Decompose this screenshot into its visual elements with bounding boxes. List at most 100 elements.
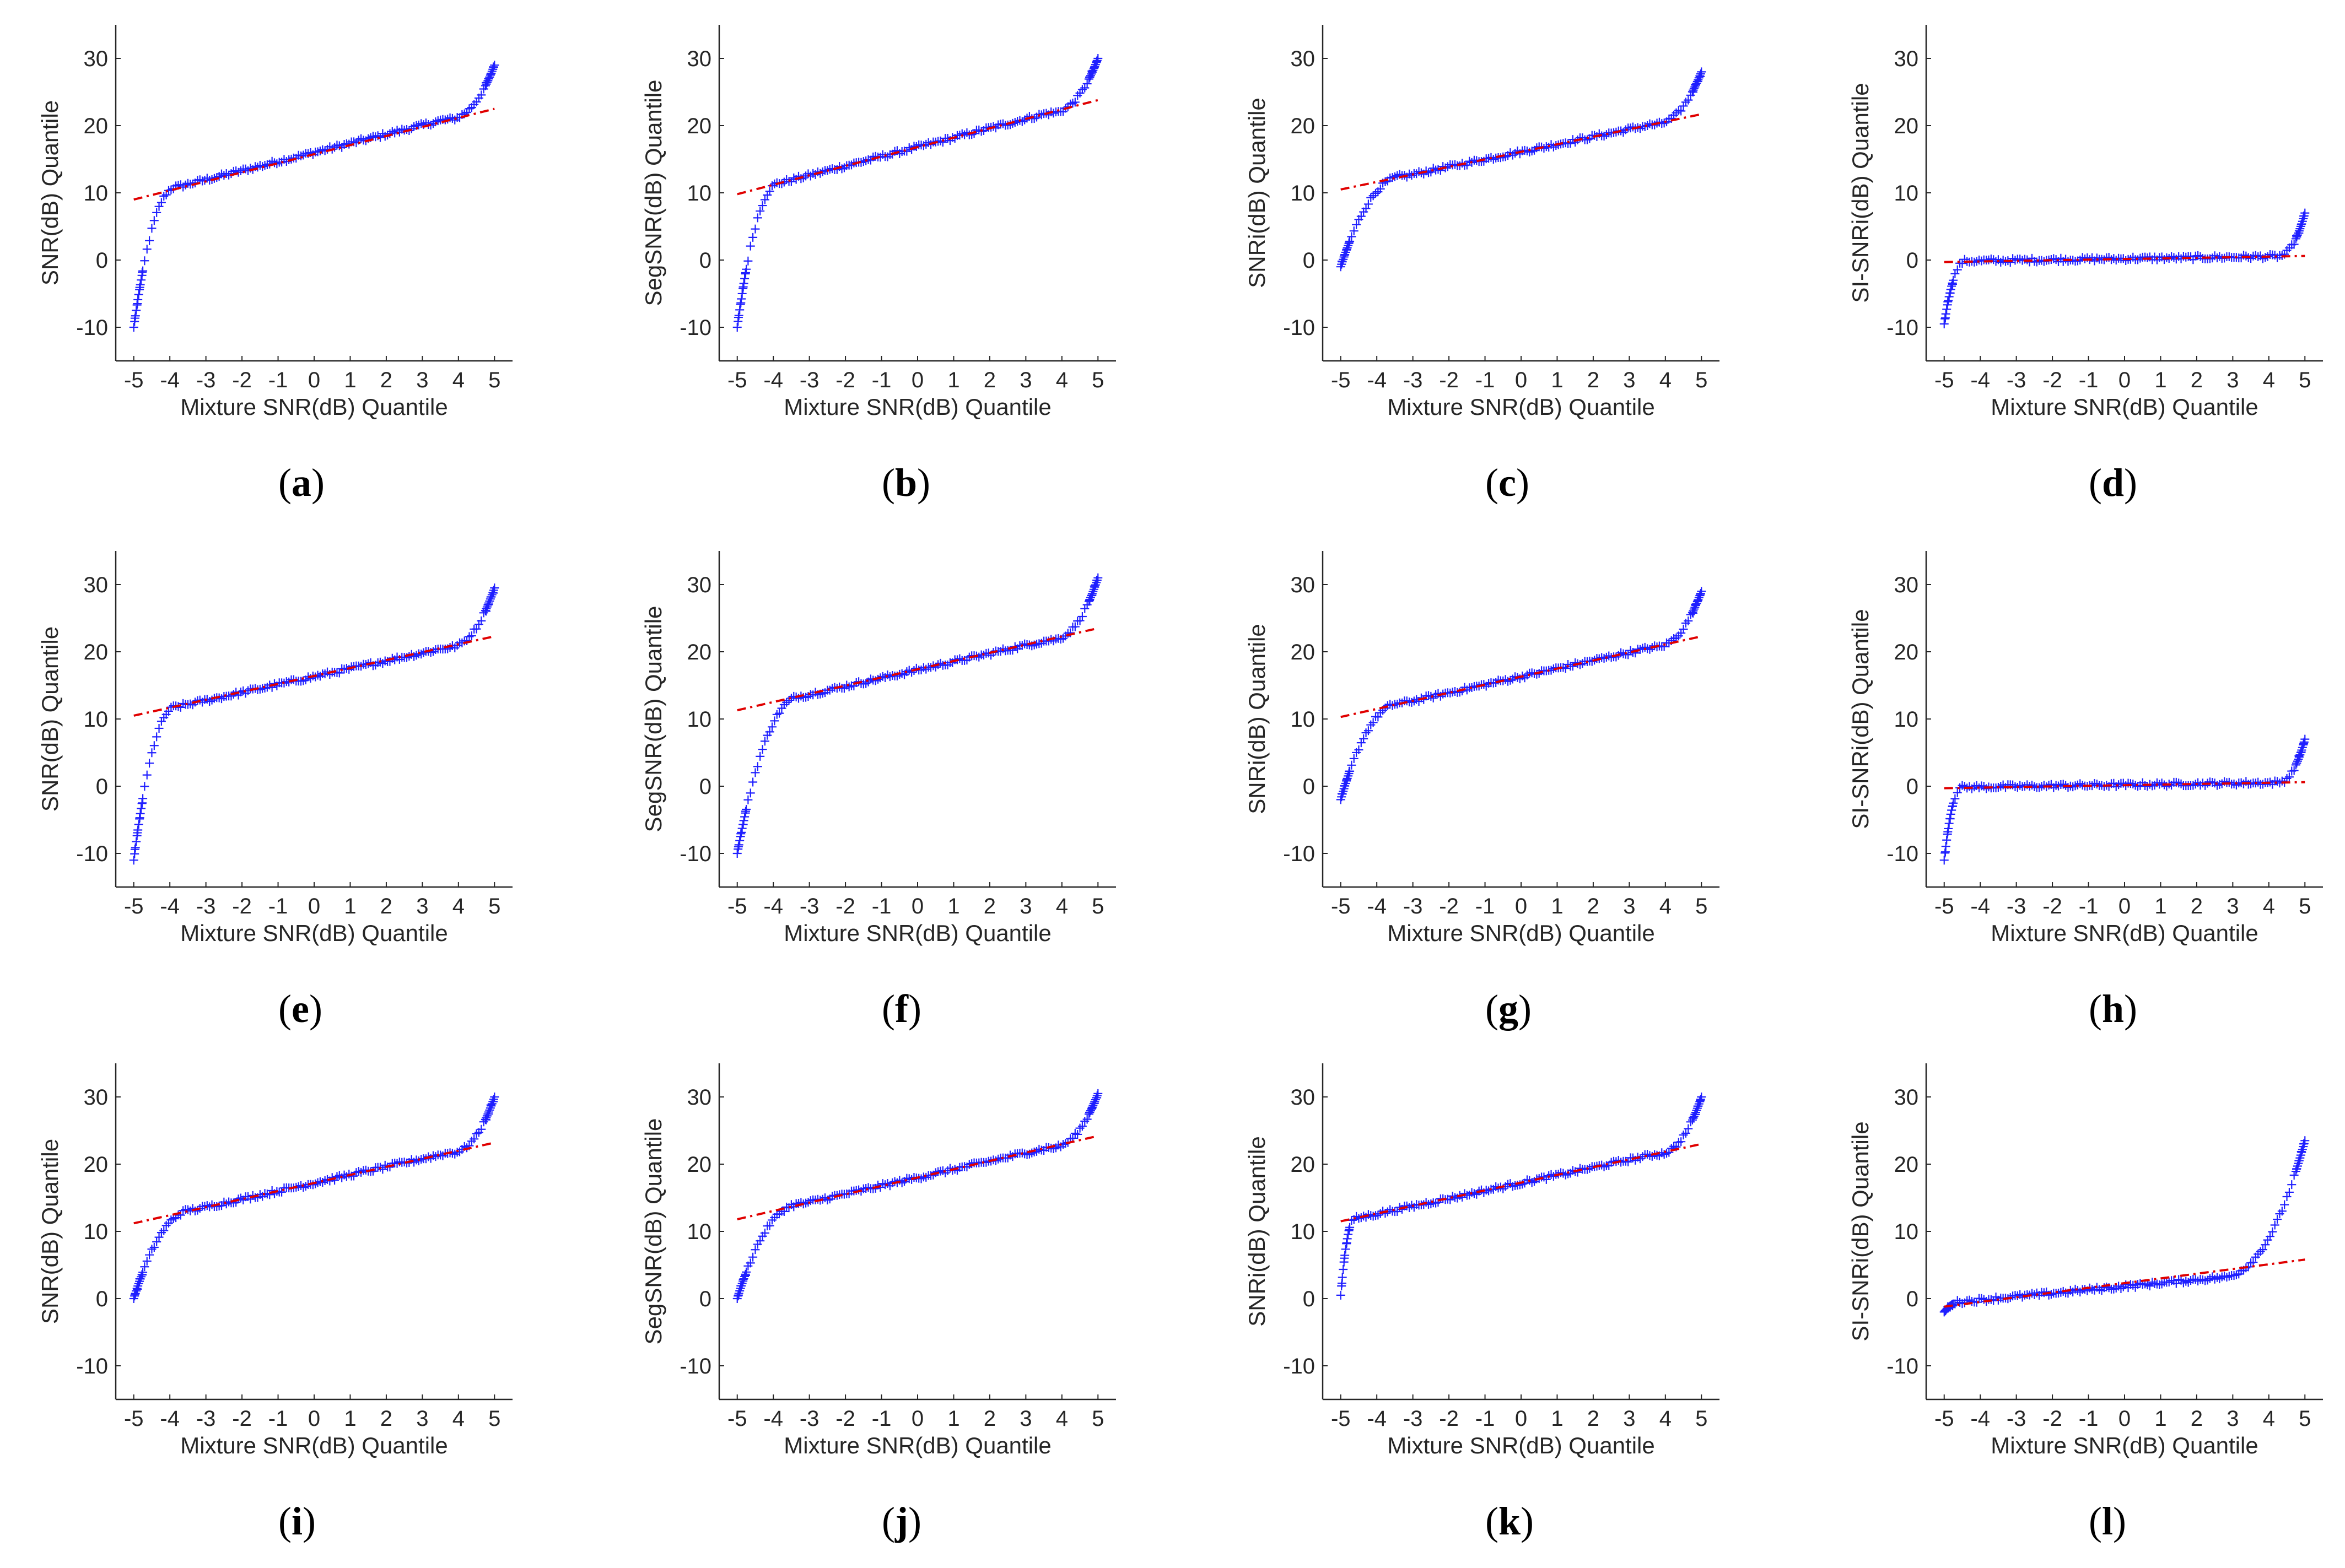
x-tick-label: 0 [2118, 1407, 2131, 1431]
data-point [756, 207, 765, 216]
y-axis-title: SNR(dB) Quantile [37, 626, 63, 812]
x-tick-label: 2 [2191, 368, 2203, 392]
data-point [1080, 83, 1090, 93]
data-point [1688, 1115, 1697, 1124]
data-point [467, 631, 476, 640]
data-point [1689, 606, 1698, 615]
x-tick-label: 0 [912, 1407, 924, 1431]
x-tick-label: 0 [1515, 368, 1527, 392]
y-tick-label: 0 [699, 1287, 711, 1311]
data-point [2295, 750, 2305, 760]
y-tick-label: 30 [84, 47, 109, 71]
data-point [2157, 1279, 2166, 1289]
data-point [136, 809, 145, 818]
y-axis-title: SegSNR(dB) Quantile [640, 1118, 666, 1345]
data-point [1958, 259, 1967, 268]
x-tick-label: -3 [2007, 1407, 2026, 1431]
x-tick-label: 1 [1551, 1407, 1563, 1431]
x-tick-label: 2 [2191, 1407, 2203, 1431]
x-tick-label: 4 [452, 894, 465, 918]
data-point [1070, 98, 1080, 107]
y-tick-label: -10 [76, 316, 108, 340]
data-point [734, 840, 743, 850]
y-tick-label: 0 [1303, 775, 1315, 799]
data-point [1356, 738, 1366, 748]
data-point [1345, 236, 1355, 246]
data-point [467, 1137, 476, 1146]
data-point [161, 1221, 171, 1230]
y-tick-label: -10 [76, 842, 108, 866]
data-point [1694, 593, 1704, 602]
data-point [485, 72, 494, 82]
x-tick-label: -3 [1403, 1407, 1423, 1431]
x-tick-label: -4 [763, 368, 783, 392]
x-tick-label: 1 [2154, 894, 2166, 918]
x-tick-label: -5 [124, 894, 144, 918]
data-point [1089, 64, 1098, 73]
data-point [1941, 309, 1950, 318]
data-point [786, 177, 796, 186]
data-point [1339, 1264, 1348, 1274]
data-point [140, 1262, 149, 1272]
data-point [147, 1245, 157, 1254]
y-axis-title: SI-SNRi(dB) Quantile [1847, 83, 1873, 302]
x-tick-label: 3 [1020, 368, 1032, 392]
x-tick-label: -2 [835, 894, 855, 918]
data-point [1689, 1113, 1698, 1123]
data-point [1688, 608, 1697, 617]
data-point [1339, 1257, 1349, 1267]
data-point [2277, 1207, 2287, 1216]
data-point [739, 1274, 748, 1284]
data-point [957, 129, 967, 138]
data-point [1091, 580, 1100, 590]
data-point [938, 138, 947, 147]
data-point [2273, 1215, 2282, 1224]
y-tick-label: 0 [96, 248, 108, 273]
data-point [736, 300, 745, 309]
x-tick-label: -2 [232, 1407, 252, 1431]
data-point [1696, 69, 1705, 79]
data-point [2254, 252, 2263, 261]
x-axis-title: Mixture SNR(dB) Quantile [1387, 1432, 1654, 1458]
x-tick-label: 4 [2263, 894, 2275, 918]
x-tick-label: -3 [196, 894, 216, 918]
data-point [1949, 798, 1958, 808]
x-tick-label: -4 [1970, 1407, 1990, 1431]
y-tick-label: 0 [96, 775, 108, 799]
fit-line [1340, 1143, 1702, 1223]
data-point [2258, 780, 2267, 789]
data-point [1361, 728, 1371, 738]
x-tick-label: 5 [488, 1407, 500, 1431]
data-point [1085, 1108, 1095, 1117]
data-point [1092, 56, 1102, 65]
data-point [2289, 240, 2299, 249]
data-point [1354, 745, 1363, 755]
data-point [738, 284, 748, 293]
data-point [132, 831, 142, 840]
data-point [490, 61, 499, 70]
y-tick-label: 0 [699, 775, 711, 799]
x-tick-label: 5 [1092, 368, 1104, 392]
data-point [482, 79, 491, 89]
data-point [477, 90, 486, 100]
data-point [1339, 255, 1348, 264]
data-point [1697, 67, 1706, 77]
y-tick-label: 30 [687, 573, 712, 597]
x-tick-label: 0 [912, 894, 924, 918]
data-point [1624, 1158, 1633, 1167]
y-tick-label: 10 [687, 707, 712, 732]
data-point [142, 245, 152, 254]
data-point [1674, 106, 1683, 115]
x-tick-label: 2 [1587, 368, 1599, 392]
x-tick-label: -1 [268, 368, 288, 392]
data-point [743, 256, 753, 266]
data-point [756, 751, 765, 761]
x-tick-label: -2 [835, 1407, 855, 1431]
data-point [1093, 1089, 1103, 1098]
data-point [2266, 1232, 2274, 1241]
data-point [137, 275, 146, 285]
data-point [1073, 1129, 1082, 1139]
data-point [277, 1187, 287, 1197]
